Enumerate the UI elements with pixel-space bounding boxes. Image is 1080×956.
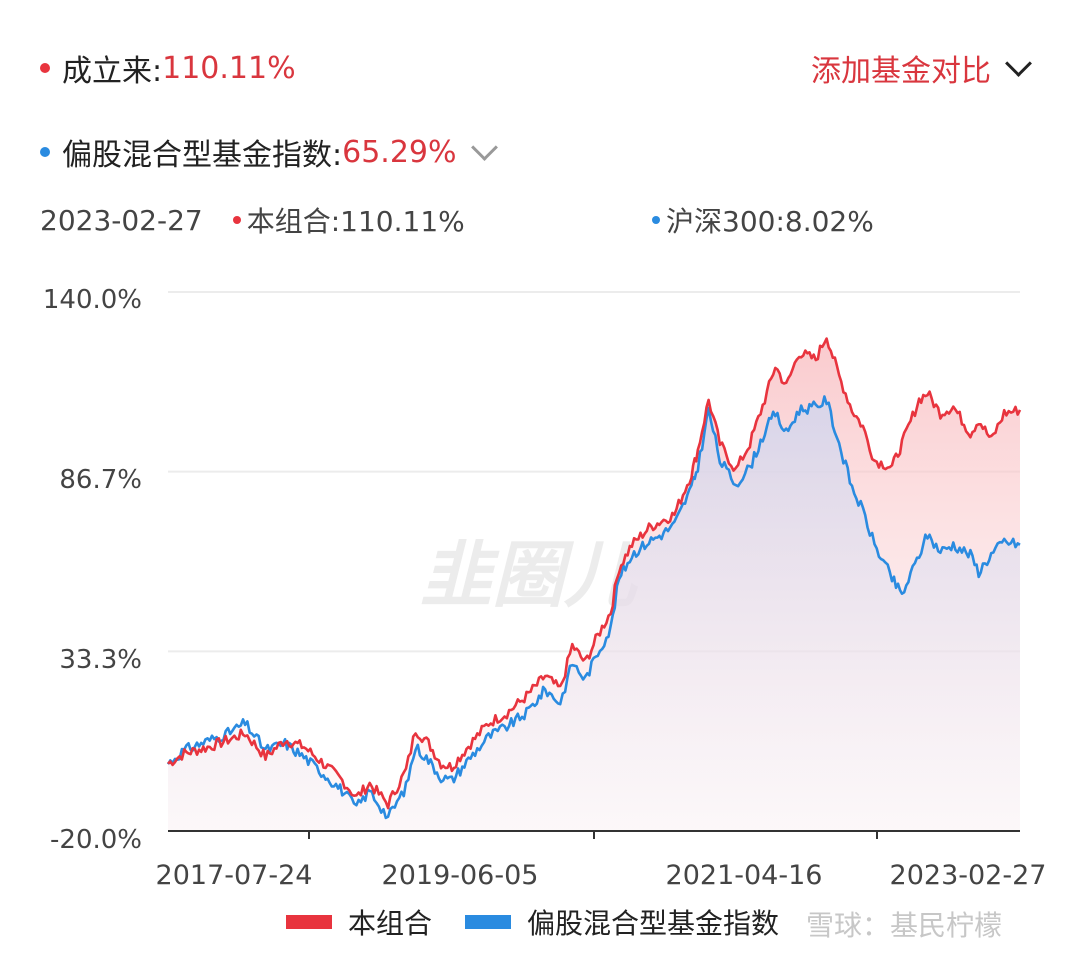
x-tick-label: 2017-07-24 [156, 860, 313, 891]
tooltip-row: 2023-02-27 本组合:110.11% [40, 200, 465, 240]
watermark: 雪球：基民柠檬 [806, 909, 1003, 942]
legend-swatch-fund [286, 915, 332, 929]
index-dot-icon [40, 147, 50, 157]
series-line-fund [167, 337, 1022, 810]
add-compare-label: 添加基金对比 [811, 54, 991, 89]
y-tick-label: -20.0% [50, 825, 142, 855]
series-line-index [166, 395, 1021, 820]
series-area-index [168, 396, 1020, 831]
fund-return-label: 成立来: [62, 54, 163, 89]
x-tick-label: 2023-02-27 [890, 860, 1047, 891]
fund-return-row: 成立来: 110.11% [40, 46, 296, 90]
x-tick-label: 2019-06-05 [382, 860, 539, 891]
y-tick-label: 140.0% [43, 285, 142, 315]
tooltip-combo: 本组合:110.11% [246, 205, 465, 238]
combo-dot-icon [232, 216, 241, 224]
fund-return-value: 110.11% [162, 50, 296, 86]
legend-item-index: 偏股混合型基金指数 [465, 902, 779, 942]
watermark-logo: 韭圈儿 [420, 533, 639, 617]
y-tick-label: 86.7% [59, 465, 142, 495]
x-tick-label: 2021-04-16 [666, 860, 823, 891]
tooltip-date: 2023-02-27 [40, 203, 203, 237]
performance-chart: 韭圈儿 140.0% 86.7% 33.3% -20.0% 2017-07-24 2019-… [43, 285, 1047, 891]
fund-dot-icon [40, 63, 50, 73]
index-return-value: 65.29% [342, 134, 457, 170]
legend-item-fund: 本组合 [286, 902, 432, 942]
tooltip-hs300-label: 沪深300:8.02% [666, 205, 874, 238]
index-return-row[interactable]: 偏股混合型基金指数: 65.29% [40, 130, 498, 174]
add-compare-button[interactable]: 添加基金对比 [811, 46, 1032, 90]
index-return-label: 偏股混合型基金指数: [62, 138, 343, 173]
tooltip-hs300: 沪深300:8.02% [652, 200, 874, 240]
legend-label-fund: 本组合 [348, 907, 433, 940]
legend-label-index: 偏股混合型基金指数 [527, 907, 780, 940]
y-tick-label: 33.3% [59, 645, 142, 675]
hs300-dot-icon [652, 216, 660, 224]
legend-swatch-index [465, 915, 511, 929]
